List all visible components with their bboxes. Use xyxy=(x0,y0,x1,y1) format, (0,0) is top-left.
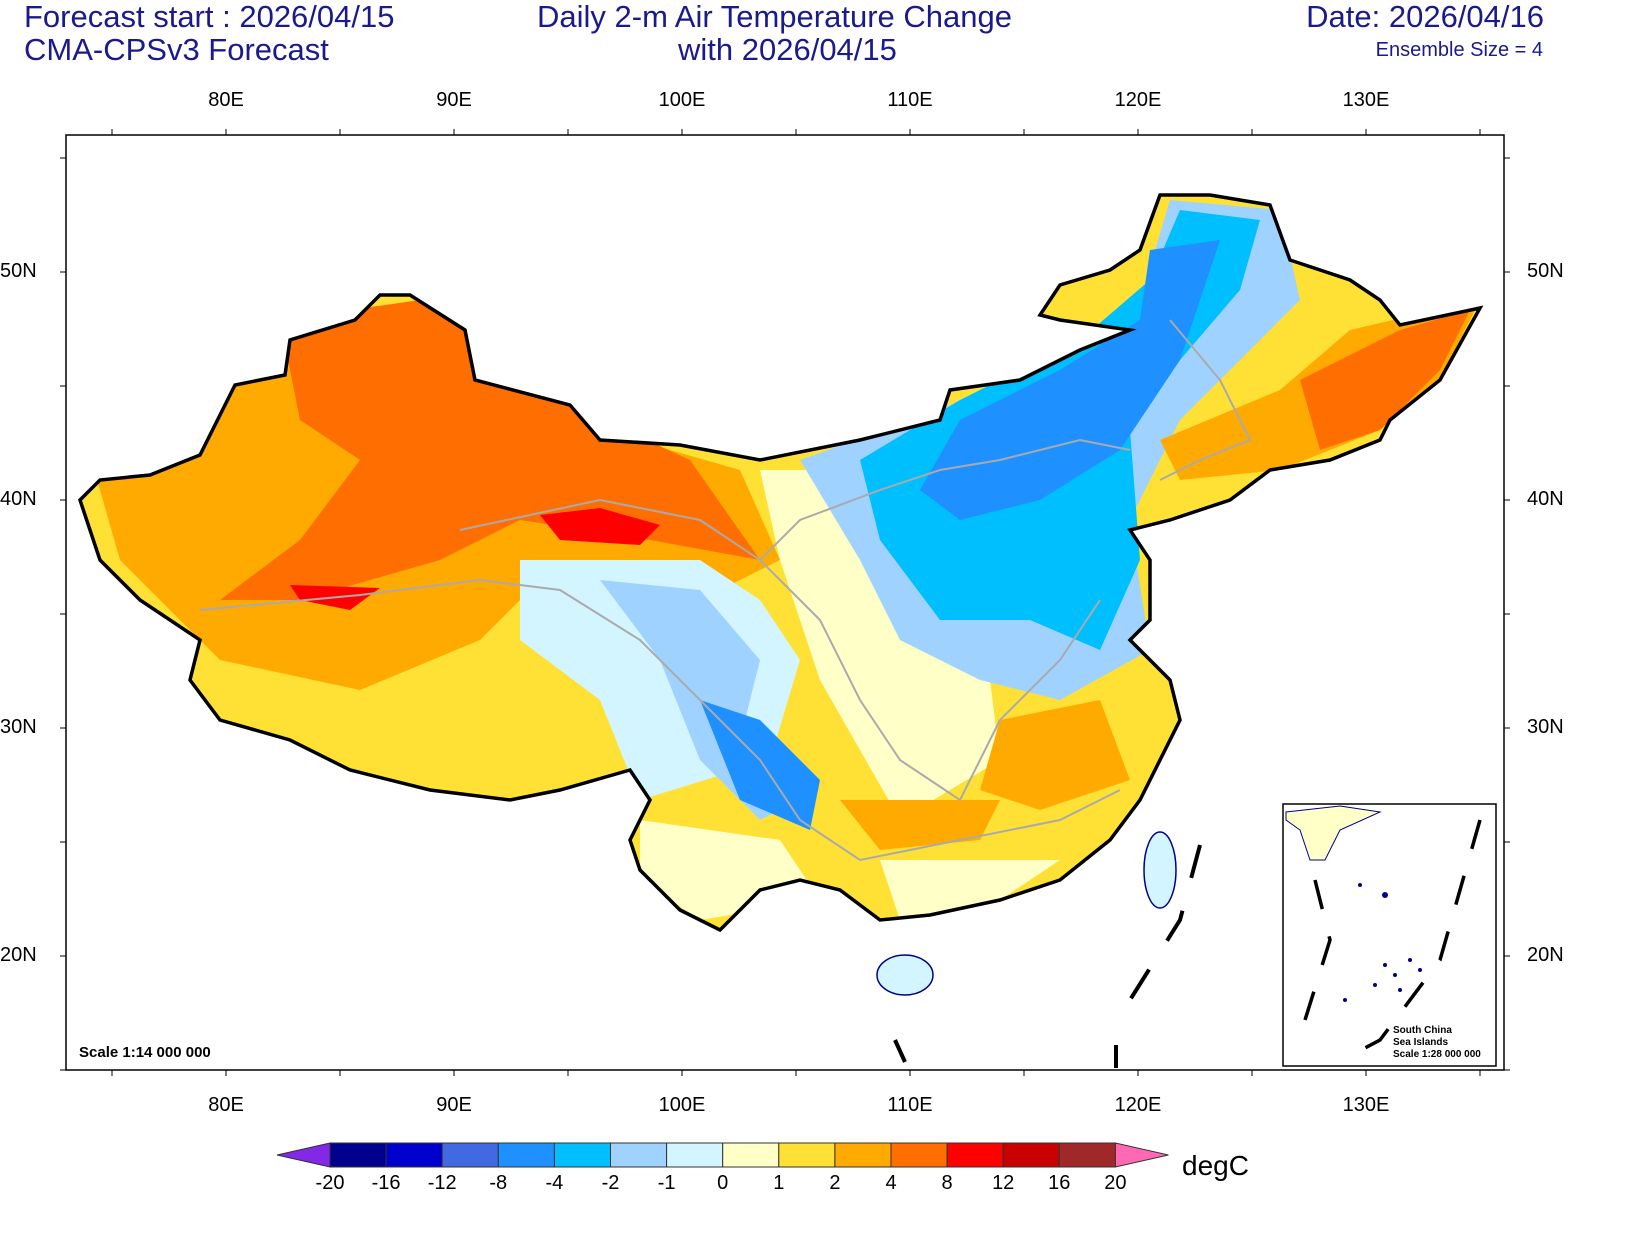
colorbar-over-triangle xyxy=(1114,1142,1169,1168)
colorbar-box xyxy=(946,1142,1004,1168)
colorbar-box xyxy=(1002,1142,1060,1168)
inset-label-line3: Scale 1:28 000 000 xyxy=(1393,1049,1481,1060)
lon-label-top: 120E xyxy=(1114,89,1162,111)
colorbar-label: 4 xyxy=(885,1172,897,1194)
colorbar-label: 20 xyxy=(1104,1172,1127,1194)
colorbar-label: -20 xyxy=(315,1172,345,1194)
hainan-island xyxy=(876,954,934,996)
colorbar-under-triangle xyxy=(276,1142,331,1168)
lat-label-left: 50N xyxy=(0,260,37,282)
lon-label-top: 110E xyxy=(887,89,933,111)
colorbar-label: -2 xyxy=(601,1172,620,1194)
ensemble-size: Ensemble Size = 4 xyxy=(1375,39,1543,61)
lon-label-top: 100E xyxy=(658,89,706,111)
colorbar-box xyxy=(666,1142,724,1168)
colorbar-box xyxy=(553,1142,612,1168)
lat-label-left: 40N xyxy=(0,488,37,510)
colorbar-box xyxy=(834,1142,892,1168)
lon-label-top: 130E xyxy=(1342,89,1390,111)
colorbar-label: 16 xyxy=(1048,1172,1071,1194)
lat-label-left: 20N xyxy=(0,944,37,966)
colorbar-label: 1 xyxy=(773,1172,785,1194)
lon-label-top: 80E xyxy=(208,89,244,111)
inset-label-line2: Sea Islands xyxy=(1393,1037,1449,1048)
map-scale: Scale 1:14 000 000 xyxy=(79,1044,211,1061)
colorbar-box xyxy=(385,1142,443,1168)
colorbar-label: 12 xyxy=(992,1172,1015,1194)
lon-label-bottom: 130E xyxy=(1342,1094,1390,1116)
colorbar-label: 0 xyxy=(717,1172,729,1194)
valid-date: Date: 2026/04/16 xyxy=(1306,0,1544,34)
lat-label-left: 30N xyxy=(0,716,37,738)
lon-label-bottom: 100E xyxy=(658,1094,706,1116)
lat-label-right: 30N xyxy=(1527,716,1564,738)
lon-label-bottom: 120E xyxy=(1114,1094,1162,1116)
taiwan-island xyxy=(1143,831,1177,909)
colorbar-label: 2 xyxy=(829,1172,841,1194)
nine-dash-line xyxy=(893,844,1202,1068)
inset-dash-line xyxy=(1303,819,1482,1058)
inset-coast xyxy=(1285,805,1382,861)
model-name: CMA-CPSv3 Forecast xyxy=(24,32,329,67)
lon-label-bottom: 90E xyxy=(436,1094,472,1116)
colorbar-box xyxy=(497,1142,555,1168)
title-line2: with 2026/04/15 xyxy=(678,32,897,67)
colorbar-label: 8 xyxy=(941,1172,953,1194)
lat-label-right: 20N xyxy=(1527,944,1564,966)
colorbar-box xyxy=(722,1142,780,1168)
colorbar-box xyxy=(329,1142,387,1168)
lon-label-bottom: 80E xyxy=(208,1094,244,1116)
colorbar xyxy=(276,1142,1169,1168)
lat-label-right: 50N xyxy=(1527,260,1564,282)
inset-label-line1: South China xyxy=(1393,1025,1452,1036)
colorbar-box xyxy=(610,1142,668,1168)
title-line1: Daily 2-m Air Temperature Change xyxy=(537,0,1012,34)
colorbar-box xyxy=(441,1142,499,1168)
forecast-start: Forecast start : 2026/04/15 xyxy=(24,0,395,34)
lon-label-bottom: 110E xyxy=(887,1094,933,1116)
colorbar-label: -4 xyxy=(545,1172,564,1194)
colorbar-label: -16 xyxy=(371,1172,401,1194)
province-boundaries xyxy=(199,319,1252,862)
colorbar-box xyxy=(1058,1142,1116,1168)
colorbar-unit: degC xyxy=(1182,1150,1249,1181)
colorbar-label: -12 xyxy=(427,1172,457,1194)
colorbar-label: -8 xyxy=(489,1172,508,1194)
inset-islands xyxy=(1343,883,1422,1002)
colorbar-box xyxy=(778,1142,836,1168)
colorbar-label: -1 xyxy=(657,1172,676,1194)
lat-label-right: 40N xyxy=(1527,488,1564,510)
inset-label: South China Sea Islands Scale 1:28 000 0… xyxy=(1393,1025,1481,1061)
lon-label-top: 90E xyxy=(436,89,472,111)
colorbar-box xyxy=(890,1142,948,1168)
